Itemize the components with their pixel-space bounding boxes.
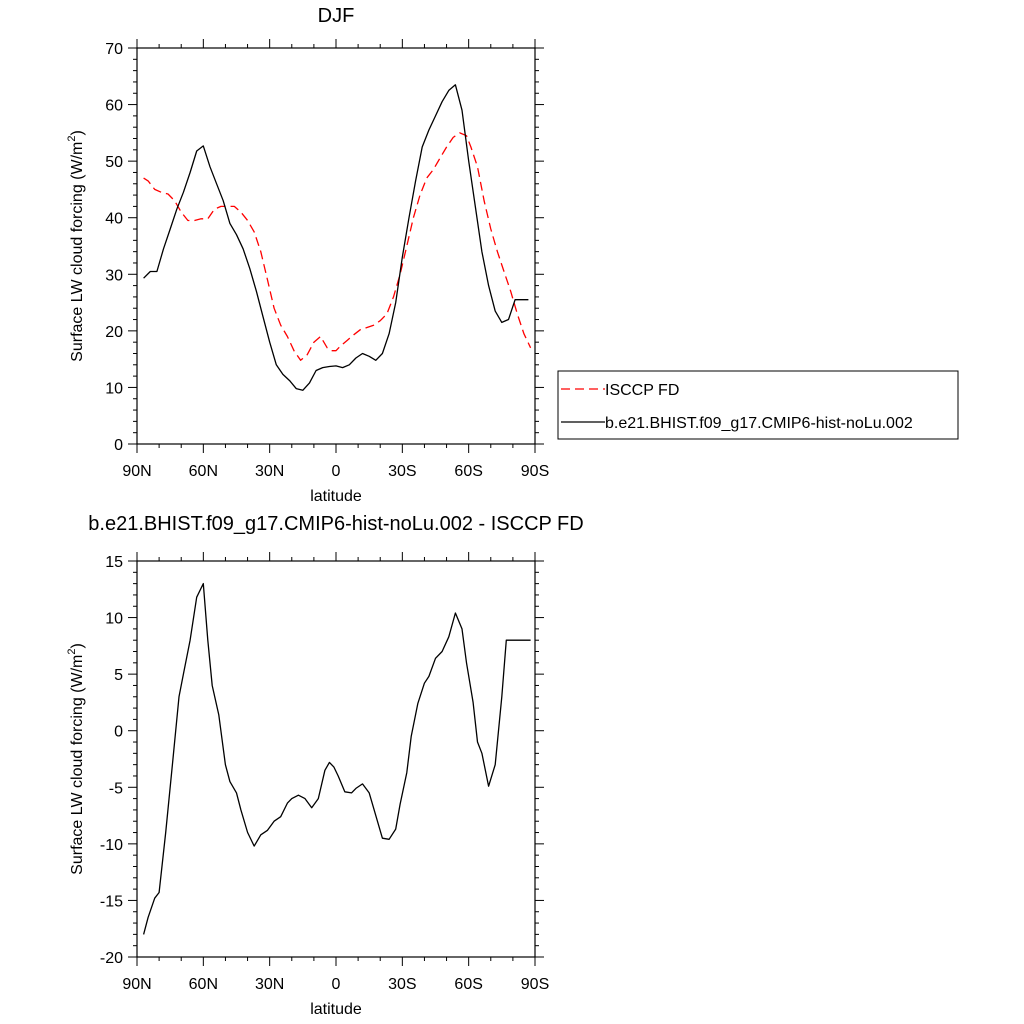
x-tick-label: 0 xyxy=(332,463,341,480)
chart-title: DJF xyxy=(318,5,355,27)
x-tick-label: 0 xyxy=(332,976,341,993)
legend-box xyxy=(557,370,959,440)
plot-frame xyxy=(136,47,536,445)
legend-entry: b.e21.BHIST.f09_g17.CMIP6-hist-noLu.002 xyxy=(605,415,913,432)
y-tick-label: -20 xyxy=(100,950,123,967)
y-tick-label: 40 xyxy=(105,211,123,228)
y-tick-label: -5 xyxy=(109,780,123,797)
y-tick-label: -15 xyxy=(100,893,123,910)
y-tick-label: -10 xyxy=(100,837,123,854)
x-axis-label: latitude xyxy=(310,488,362,505)
chart-1: DJF 0 10 20 30 40 50 60 70 90N 60N 30N 0 30S 60S 90S lat… xyxy=(66,5,959,505)
y-tick-label: 0 xyxy=(114,437,123,454)
series-line-solid xyxy=(143,84,529,391)
y-tick-label: 5 xyxy=(114,667,123,684)
x-tick-label: 90S xyxy=(521,463,549,480)
y-tick-label: 50 xyxy=(105,154,123,171)
legend-entry: ISCCP FD xyxy=(605,382,679,399)
chart-title: b.e21.BHIST.f09_g17.CMIP6-hist-noLu.002 … xyxy=(88,513,583,535)
series-line-dashed xyxy=(143,132,532,361)
x-tick-label: 30S xyxy=(388,463,416,480)
x-tick-label: 30S xyxy=(388,976,416,993)
x-tick-label: 90N xyxy=(122,463,151,480)
x-tick-label: 90N xyxy=(122,976,151,993)
y-tick-label: 20 xyxy=(105,324,123,341)
y-tick-label: 60 xyxy=(105,98,123,115)
y-tick-label: 10 xyxy=(105,611,123,628)
x-tick-label: 90S xyxy=(521,976,549,993)
y-tick-label: 15 xyxy=(105,554,123,571)
x-tick-label: 60N xyxy=(189,976,218,993)
legend: ISCCP FD b.e21.BHIST.f09_g17.CMIP6-hist-n… xyxy=(557,370,959,440)
y-tick-label: 70 xyxy=(105,41,123,58)
y-tick-label: 30 xyxy=(105,267,123,284)
x-tick-label: 60N xyxy=(189,463,218,480)
x-tick-label: 60S xyxy=(454,976,482,993)
y-tick-label: 0 xyxy=(114,724,123,741)
y-axis-label: Surface LW cloud forcing (W/m2) xyxy=(66,643,86,875)
x-tick-label: 60S xyxy=(454,463,482,480)
y-tick-label: 10 xyxy=(105,380,123,397)
x-axis-label: latitude xyxy=(310,1001,362,1018)
plot-frame xyxy=(136,560,536,958)
chart-2: b.e21.BHIST.f09_g17.CMIP6-hist-noLu.002 … xyxy=(66,513,584,1018)
x-tick-label: 30N xyxy=(255,976,284,993)
series-line-solid xyxy=(142,582,531,935)
x-tick-label: 30N xyxy=(255,463,284,480)
y-axis-label: Surface LW cloud forcing (W/m2) xyxy=(66,130,86,362)
